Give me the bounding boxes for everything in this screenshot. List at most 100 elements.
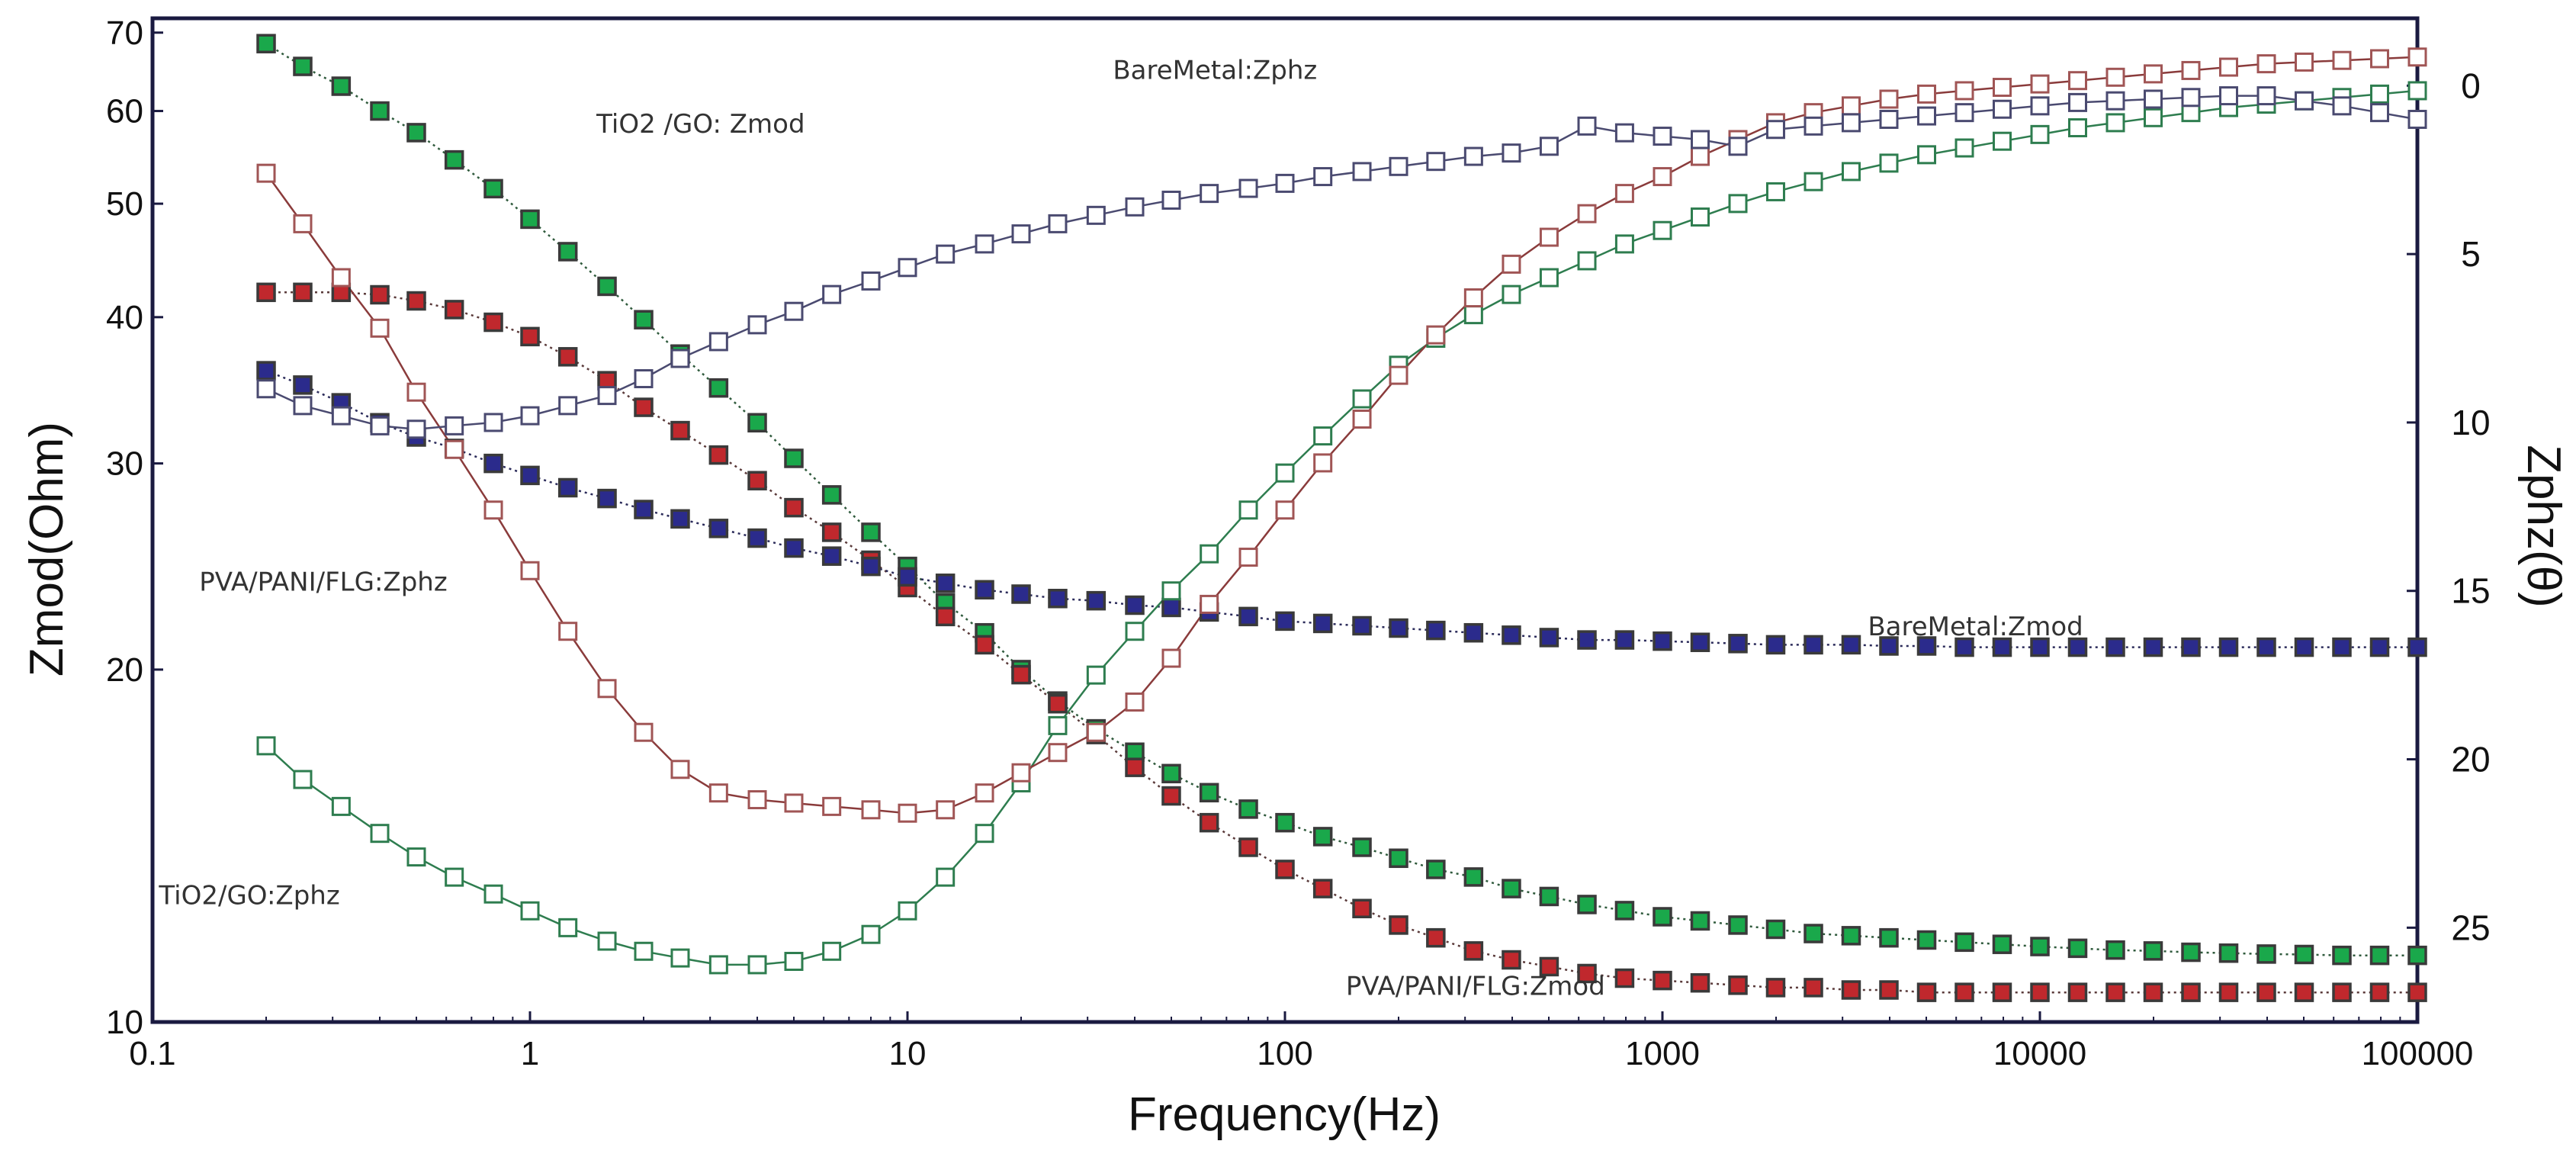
data-point (2332, 96, 2352, 116)
data-point (2407, 637, 2427, 657)
data-point (293, 214, 313, 233)
data-point (975, 580, 994, 600)
data-point (1804, 172, 1823, 191)
data-point (2294, 982, 2314, 1002)
data-point (1614, 123, 1634, 143)
data-point (784, 301, 804, 321)
series-markers (256, 34, 2427, 1002)
data-point (1313, 453, 1333, 473)
data-point (483, 312, 503, 333)
data-point (634, 397, 654, 417)
data-point (370, 824, 390, 844)
data-point (557, 347, 578, 367)
data-point (2067, 92, 2087, 112)
annotations: TiO2 /GO: Zmod BareMetal:Zphz PVA/PANI/FLG… (158, 55, 2083, 1001)
data-point (2030, 637, 2050, 657)
data-point (1917, 84, 1937, 104)
data-point (784, 448, 804, 468)
data-point (1125, 757, 1145, 777)
data-point (256, 34, 276, 53)
data-point (1916, 982, 1937, 1002)
data-point (1352, 162, 1372, 182)
data-point (975, 234, 994, 254)
data-point (1238, 548, 1258, 567)
data-point (747, 315, 767, 335)
data-point (2256, 86, 2276, 106)
data-point (708, 332, 728, 352)
data-point (2144, 89, 2163, 109)
data-point (634, 722, 654, 742)
data-point (747, 955, 767, 975)
data-point (1954, 138, 1974, 158)
x-tick-label: 1 (521, 1035, 539, 1072)
data-point (2369, 982, 2390, 1002)
data-point (784, 497, 804, 518)
data-point (444, 149, 464, 170)
x-tick-label: 10 (889, 1035, 927, 1072)
data-point (1011, 763, 1031, 783)
data-point (1275, 611, 1295, 632)
data-point (975, 783, 994, 803)
data-point (483, 178, 503, 199)
y-left-tick-label: 60 (106, 93, 143, 130)
data-point (1992, 99, 2012, 119)
data-point (1352, 410, 1372, 429)
data-point (1200, 544, 1219, 564)
data-point (1125, 622, 1145, 641)
data-point (1238, 837, 1258, 857)
data-point (2030, 124, 2050, 144)
data-point (1238, 606, 1258, 627)
data-point (2067, 118, 2087, 138)
x-tick-label: 100 (1257, 1035, 1312, 1072)
data-point (1312, 879, 1333, 898)
data-point (1463, 941, 1484, 961)
data-point (1653, 631, 1672, 651)
data-point (1879, 980, 1899, 1000)
data-point (2295, 52, 2314, 72)
data-point (747, 413, 767, 433)
data-point (1426, 152, 1446, 172)
data-point (1916, 636, 1937, 656)
data-point (1426, 325, 1446, 345)
data-point (1841, 96, 1861, 116)
data-point (821, 522, 842, 542)
data-point (2407, 982, 2427, 1002)
data-point (1539, 886, 1559, 907)
data-point (1690, 972, 1710, 993)
data-point (1577, 963, 1597, 984)
data-point (822, 796, 842, 816)
data-point (1502, 625, 1521, 645)
data-point (256, 379, 276, 399)
data-point (1086, 205, 1106, 225)
data-point (861, 522, 881, 542)
data-point (2105, 113, 2125, 133)
data-point (597, 679, 617, 699)
data-point (2369, 637, 2390, 657)
data-point (2143, 941, 2163, 961)
data-point (634, 941, 654, 961)
data-point (483, 884, 503, 904)
y-left-tick-label: 20 (106, 651, 143, 689)
data-point (1879, 153, 1899, 173)
data-point (293, 770, 313, 789)
data-point (2144, 64, 2163, 84)
data-point (483, 453, 503, 474)
data-point (2256, 54, 2276, 74)
data-point (861, 800, 881, 820)
data-point (1879, 89, 1899, 109)
y-right-tick-label: 0 (2461, 66, 2481, 105)
data-point (1125, 692, 1145, 712)
data-point (1125, 595, 1145, 615)
data-point (1614, 968, 1635, 988)
data-point (1653, 127, 1672, 146)
data-point (1992, 637, 2012, 657)
y-left-tick-label: 70 (106, 14, 143, 52)
data-point (747, 790, 767, 810)
data-point (1048, 693, 1068, 714)
data-point (1275, 500, 1295, 520)
data-point (1463, 146, 1483, 166)
data-point (1200, 594, 1219, 614)
data-point (1691, 130, 1710, 149)
data-point (634, 500, 654, 519)
data-point (1539, 628, 1559, 648)
